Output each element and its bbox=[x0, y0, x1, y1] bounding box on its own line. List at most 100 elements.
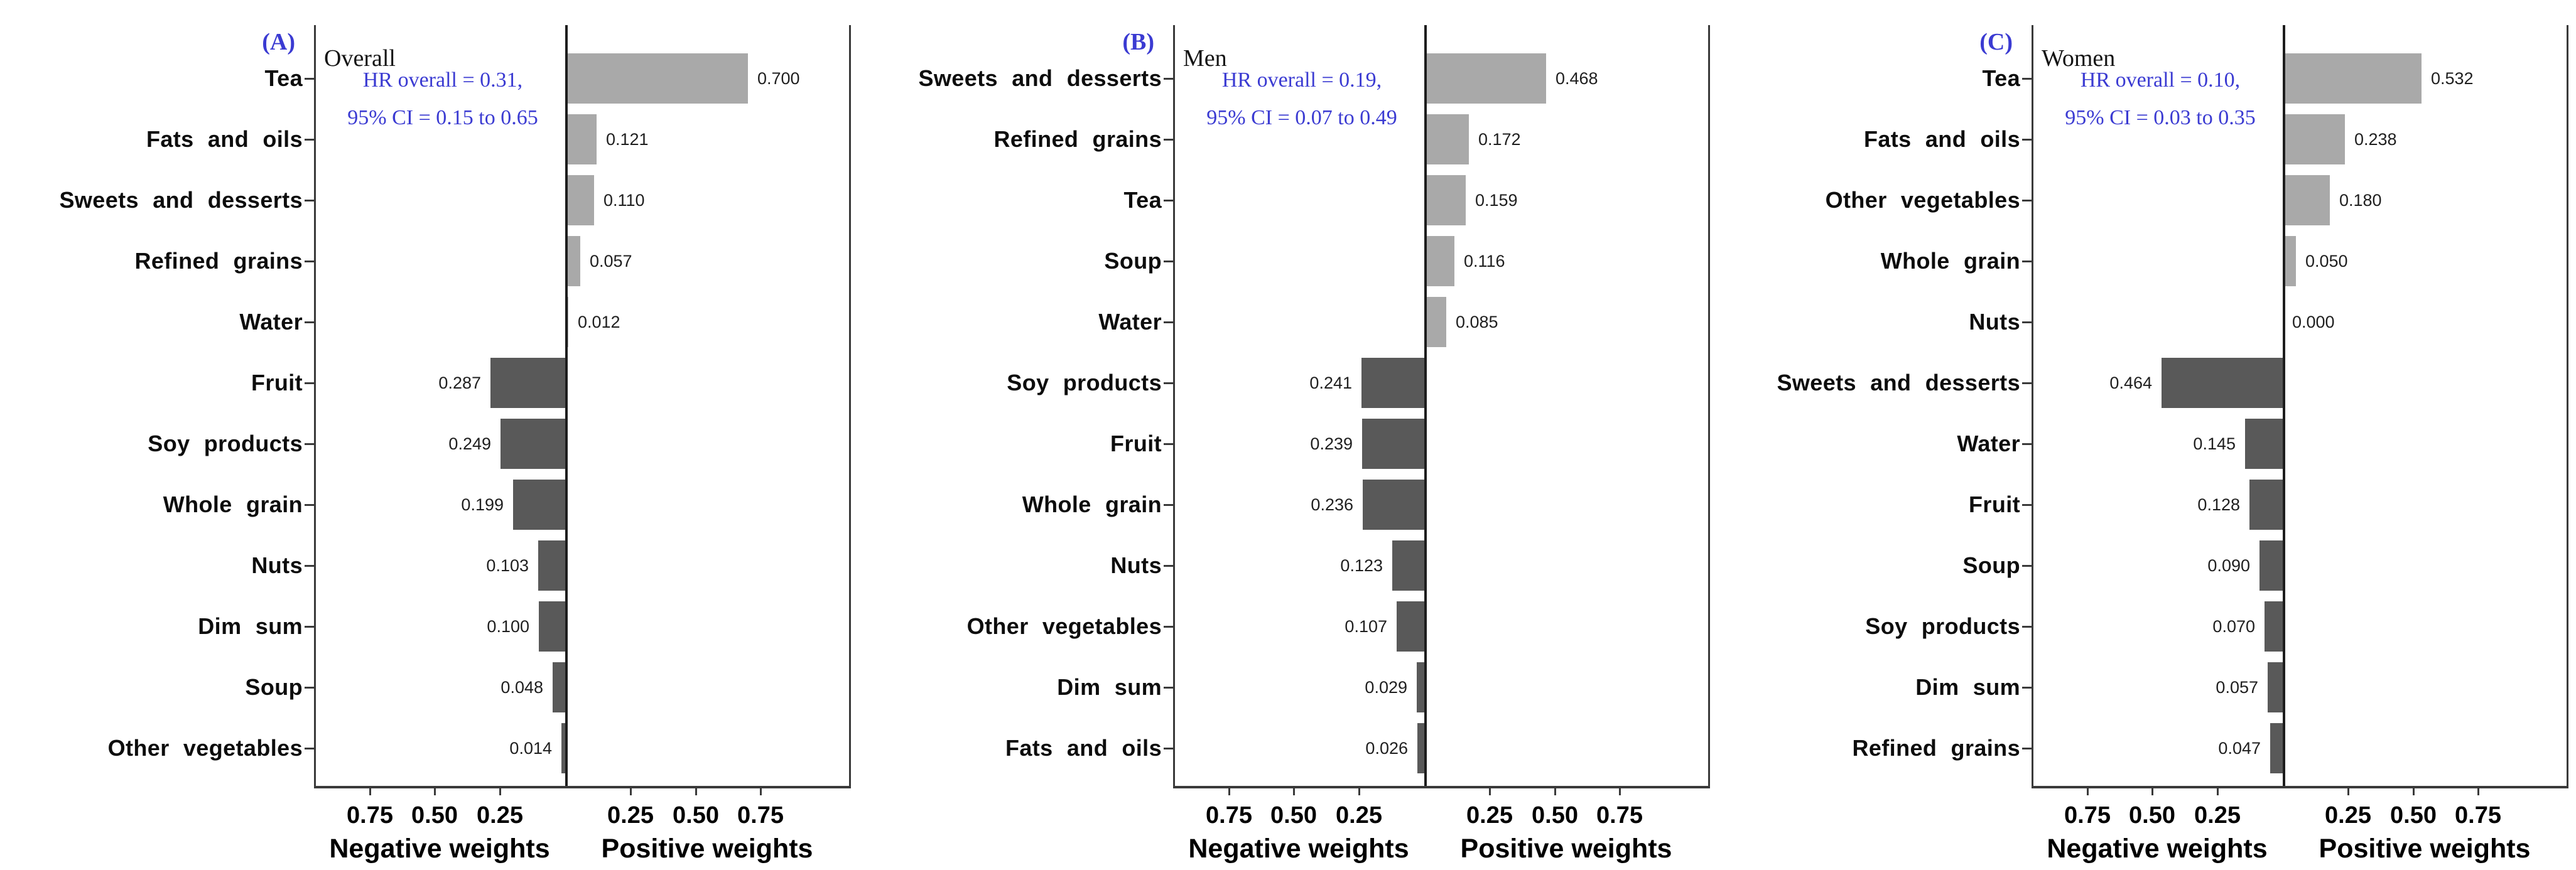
category-label: Soup bbox=[1104, 248, 1162, 274]
category-label: Soy products bbox=[1007, 370, 1162, 395]
category-tick bbox=[305, 382, 314, 384]
category-label: Soy products bbox=[148, 431, 303, 456]
weight-value-label: 0.090 bbox=[2207, 556, 2250, 575]
weight-value-label: 0.532 bbox=[2431, 69, 2474, 88]
category-label: Dim sum bbox=[1915, 674, 2020, 700]
x-tick-label: 0.25 bbox=[2325, 802, 2371, 829]
y-axis-line bbox=[314, 25, 316, 786]
weight-value-label: 0.103 bbox=[486, 556, 529, 575]
x-tick-label: 0.25 bbox=[477, 802, 523, 829]
x-tick-label: 0.75 bbox=[737, 802, 784, 829]
x-tick-label: 0.25 bbox=[2194, 802, 2241, 829]
weight-value-label: 0.057 bbox=[2216, 678, 2258, 697]
x-tick-label: 0.75 bbox=[347, 802, 393, 829]
category-label: Whole grain bbox=[1022, 491, 1162, 517]
panel-letter: (A) bbox=[262, 29, 295, 55]
category-tick bbox=[305, 321, 314, 323]
category-tick bbox=[2022, 687, 2032, 689]
weight-bar-negative bbox=[2270, 723, 2283, 773]
category-tick bbox=[2022, 200, 2032, 201]
category-label: Tea bbox=[1982, 65, 2020, 91]
x-tick-label: 0.25 bbox=[1466, 802, 1513, 829]
weight-bar-negative bbox=[2265, 601, 2283, 652]
category-tick bbox=[1164, 321, 1173, 323]
category-label: Water bbox=[239, 309, 303, 335]
weight-bar-negative bbox=[1363, 480, 1424, 530]
weight-bar-negative bbox=[2259, 540, 2283, 591]
x-tick-label: 0.75 bbox=[1206, 802, 1252, 829]
x-tick bbox=[369, 786, 371, 795]
weight-value-label: 0.100 bbox=[487, 617, 529, 636]
category-label: Fruit bbox=[251, 370, 303, 395]
panel-subtitle: Men bbox=[1183, 45, 1227, 72]
x-tick-label: 0.75 bbox=[2064, 802, 2111, 829]
category-tick bbox=[305, 565, 314, 567]
x-tick bbox=[2151, 786, 2153, 795]
x-tick-label: 0.75 bbox=[1596, 802, 1643, 829]
x-tick bbox=[1358, 786, 1360, 795]
category-tick bbox=[305, 504, 314, 506]
category-label: Nuts bbox=[1969, 309, 2020, 335]
x-axis-title-positive: Positive weights bbox=[1460, 834, 1672, 864]
weight-bar-positive bbox=[565, 175, 594, 225]
x-axis-title-positive: Positive weights bbox=[2319, 834, 2531, 864]
weight-value-label: 0.070 bbox=[2212, 617, 2255, 636]
x-tick bbox=[2217, 786, 2219, 795]
weight-bar-positive bbox=[2283, 175, 2330, 225]
category-label: Other vegetables bbox=[107, 735, 303, 761]
category-label: Tea bbox=[1123, 187, 1162, 213]
panel-right-border bbox=[1708, 25, 1710, 786]
weight-value-label: 0.110 bbox=[603, 191, 645, 210]
zero-line bbox=[565, 25, 568, 786]
panel-men: (B) Men HR overall = 0.19, 95% CI = 0.07 to… bbox=[859, 0, 1718, 870]
category-label: Water bbox=[1957, 431, 2020, 456]
weight-value-label: 0.249 bbox=[448, 434, 491, 453]
x-tick bbox=[1293, 786, 1295, 795]
category-tick bbox=[2022, 626, 2032, 628]
weight-value-label: 0.047 bbox=[2218, 739, 2261, 758]
category-label: Refined grains bbox=[134, 248, 303, 274]
category-tick bbox=[1164, 748, 1173, 749]
y-axis-line bbox=[1173, 25, 1175, 786]
panel-right-border bbox=[2567, 25, 2568, 786]
category-tick bbox=[2022, 748, 2032, 749]
weight-bar-positive bbox=[565, 53, 748, 104]
category-label: Dim sum bbox=[1057, 674, 1162, 700]
category-tick bbox=[305, 200, 314, 201]
hr-annotation-line2: 95% CI = 0.15 to 0.65 bbox=[347, 106, 538, 129]
weight-value-label: 0.700 bbox=[757, 69, 800, 88]
category-tick bbox=[1164, 260, 1173, 262]
weight-bar-negative bbox=[1362, 419, 1424, 469]
x-tick-label: 0.25 bbox=[1336, 802, 1382, 829]
x-axis-title-negative: Negative weights bbox=[329, 834, 550, 864]
weight-value-label: 0.236 bbox=[1311, 495, 1353, 514]
weight-bar-negative bbox=[2268, 662, 2283, 712]
weight-bar-negative bbox=[539, 601, 565, 652]
category-tick bbox=[1164, 565, 1173, 567]
y-axis-line bbox=[2032, 25, 2033, 786]
zero-line bbox=[1424, 25, 1427, 786]
category-label: Tea bbox=[264, 65, 303, 91]
x-tick-label: 0.25 bbox=[607, 802, 654, 829]
weight-bar-negative bbox=[490, 358, 565, 408]
x-tick bbox=[1228, 786, 1230, 795]
x-tick bbox=[2477, 786, 2479, 795]
weight-bar-negative bbox=[2245, 419, 2283, 469]
weight-value-label: 0.121 bbox=[606, 130, 649, 149]
category-label: Soy products bbox=[1865, 613, 2020, 639]
category-label: Fats and oils bbox=[146, 126, 303, 152]
category-label: Nuts bbox=[1110, 552, 1162, 578]
weight-bar-negative bbox=[1417, 662, 1424, 712]
weight-value-label: 0.000 bbox=[2292, 313, 2335, 331]
weight-value-label: 0.241 bbox=[1309, 373, 1352, 392]
hr-annotation-line2: 95% CI = 0.03 to 0.35 bbox=[2065, 106, 2256, 129]
x-tick bbox=[499, 786, 501, 795]
category-label: Nuts bbox=[251, 552, 303, 578]
weight-bar-negative bbox=[513, 480, 565, 530]
x-axis-line bbox=[2032, 786, 2568, 788]
hr-annotation-line1: HR overall = 0.31, bbox=[362, 68, 523, 92]
weight-bar-negative bbox=[1392, 540, 1424, 591]
weight-value-label: 0.057 bbox=[590, 252, 632, 271]
weight-bar-positive bbox=[1424, 236, 1454, 286]
panel-subtitle: Overall bbox=[324, 45, 396, 72]
